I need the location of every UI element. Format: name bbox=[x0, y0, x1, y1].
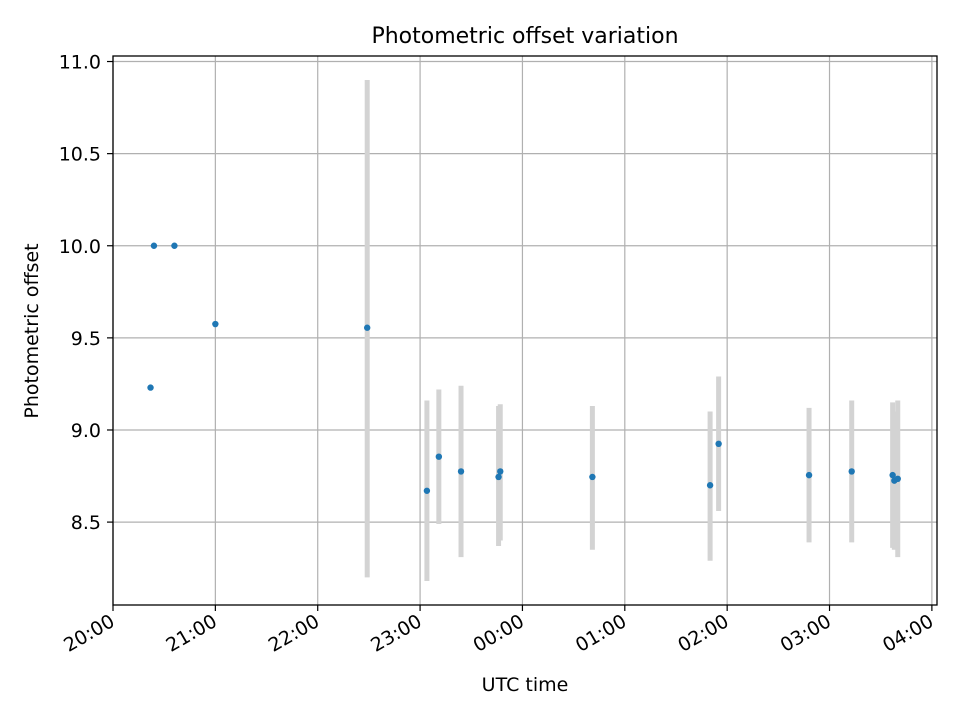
y-tick-label: 9.0 bbox=[71, 420, 101, 442]
data-point bbox=[805, 471, 813, 479]
data-point bbox=[147, 384, 154, 391]
data-point bbox=[889, 471, 896, 479]
y-tick-label: 9.5 bbox=[71, 328, 101, 350]
data-point bbox=[171, 242, 178, 249]
data-point bbox=[715, 440, 722, 448]
data-point bbox=[497, 468, 504, 475]
data-point bbox=[848, 468, 855, 475]
data-point bbox=[423, 487, 431, 494]
data-point bbox=[363, 324, 371, 331]
data-point bbox=[589, 473, 596, 481]
data-point bbox=[435, 453, 443, 460]
data-point bbox=[150, 242, 158, 249]
y-tick-label: 11.0 bbox=[59, 52, 101, 74]
point-layer bbox=[147, 242, 901, 494]
y-tick-label: 10.5 bbox=[59, 144, 101, 166]
data-point bbox=[706, 482, 714, 489]
data-point bbox=[894, 475, 901, 483]
chart-title: Photometric offset variation bbox=[371, 24, 678, 49]
y-tick-label: 8.5 bbox=[71, 512, 101, 534]
x-axis-label: UTC time bbox=[482, 674, 569, 696]
plot-frame bbox=[112, 55, 938, 606]
data-point bbox=[495, 473, 502, 481]
data-point bbox=[212, 320, 219, 328]
y-axis-label: Photometric offset bbox=[21, 243, 43, 418]
data-point bbox=[457, 468, 465, 475]
y-tick-label: 10.0 bbox=[59, 236, 101, 258]
grid-layer bbox=[112, 56, 937, 605]
